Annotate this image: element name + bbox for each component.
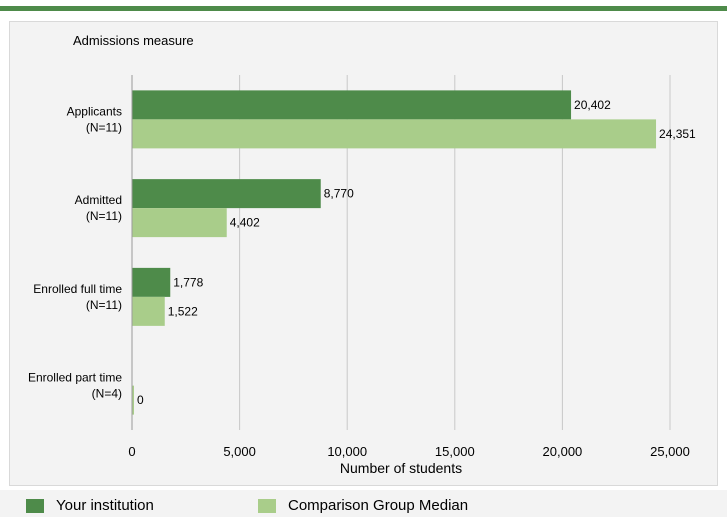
legend-label-your-institution: Your institution <box>56 497 154 514</box>
legend-swatch-your-institution <box>26 498 44 513</box>
category-n-label: (N=11) <box>86 209 122 223</box>
category-n-label: (N=11) <box>86 298 122 312</box>
bar <box>132 385 134 415</box>
category-n-label: (N=4) <box>92 387 122 401</box>
legend-item-comparison-median: Comparison Group Median <box>258 497 468 514</box>
bar <box>132 296 165 326</box>
data-label: 1,778 <box>173 275 203 289</box>
category-n-label: (N=11) <box>86 120 122 134</box>
category-label: Applicants <box>67 104 122 118</box>
x-axis-label: Number of students <box>340 460 462 476</box>
legend-label-comparison-median: Comparison Group Median <box>288 497 469 514</box>
bar <box>132 179 321 209</box>
category-label: Enrolled full time <box>33 282 122 296</box>
chart-title: Admissions measure <box>73 33 194 48</box>
data-label: 8,770 <box>324 187 354 201</box>
x-tick-label: 0 <box>128 444 135 459</box>
x-tick-label: 25,000 <box>650 444 690 459</box>
data-label: 24,351 <box>659 127 696 141</box>
legend: Your institution Comparison Group Median <box>0 490 727 517</box>
x-tick-label: 10,000 <box>327 444 367 459</box>
legend-swatch-comparison-median <box>258 498 276 513</box>
x-tick-label: 15,000 <box>435 444 475 459</box>
category-label: Enrolled part time <box>28 371 122 385</box>
x-tick-label: 20,000 <box>543 444 583 459</box>
bar <box>132 90 572 120</box>
bar <box>132 119 657 149</box>
legend-item-your-institution: Your institution <box>26 497 154 514</box>
data-label: 20,402 <box>574 98 611 112</box>
data-label: 1,522 <box>168 304 198 318</box>
bar <box>132 208 227 238</box>
bar <box>132 267 171 297</box>
admissions-bar-chart: Admissions measure 20,402 24,351 8,770 4,40… <box>28 33 696 476</box>
top-accent-bar <box>0 6 727 11</box>
data-label: 4,402 <box>230 216 260 230</box>
category-label: Admitted <box>75 193 122 207</box>
data-label: 0 <box>137 393 144 407</box>
x-tick-label: 5,000 <box>223 444 256 459</box>
